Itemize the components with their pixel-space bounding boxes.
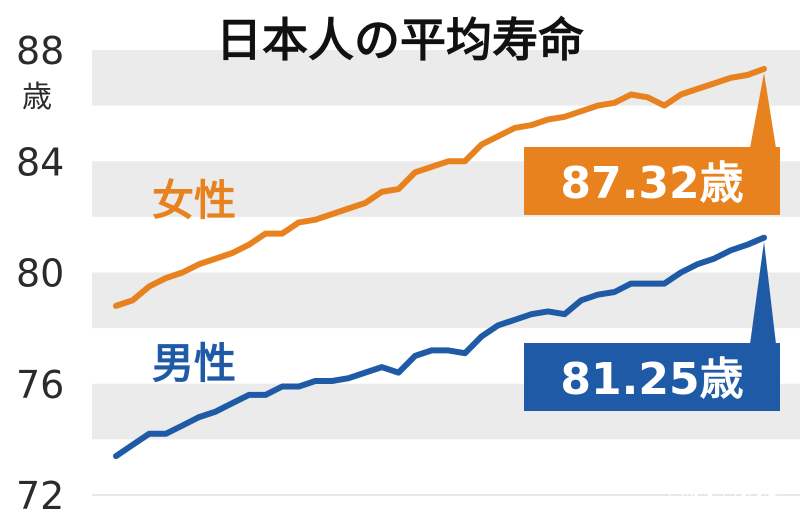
y-tick-label: 80 (16, 252, 64, 296)
y-tick-label: 84 (16, 140, 64, 184)
y-axis-ticks: 88 84 80 76 72 (16, 29, 64, 510)
grid-bands (92, 50, 800, 496)
watermark: 风易号 | 何为惠 (668, 479, 780, 498)
grid-band (92, 272, 800, 329)
series-label-female: 女性 (152, 176, 236, 225)
callout-box-female (524, 147, 780, 215)
callout-pointer-male (750, 241, 776, 344)
series-line-male (113, 234, 767, 460)
chart-title: 日本人の平均寿命 (216, 13, 584, 67)
y-tick-label: 88 (16, 29, 64, 73)
series-line-female (113, 65, 767, 309)
series-lines (113, 65, 767, 460)
series-label-male: 男性 (152, 339, 236, 388)
callout-pointer-female (750, 72, 776, 148)
callout-value-female: 87.32歳 (560, 158, 743, 209)
callout-value-male: 81.25歳 (560, 354, 743, 405)
y-tick-label: 76 (16, 363, 64, 407)
y-tick-label: 72 (16, 474, 64, 510)
callouts: 87.32歳 81.25歳 (524, 72, 780, 411)
callout-box-male (524, 343, 780, 411)
y-axis-unit: 歳 (22, 80, 52, 115)
